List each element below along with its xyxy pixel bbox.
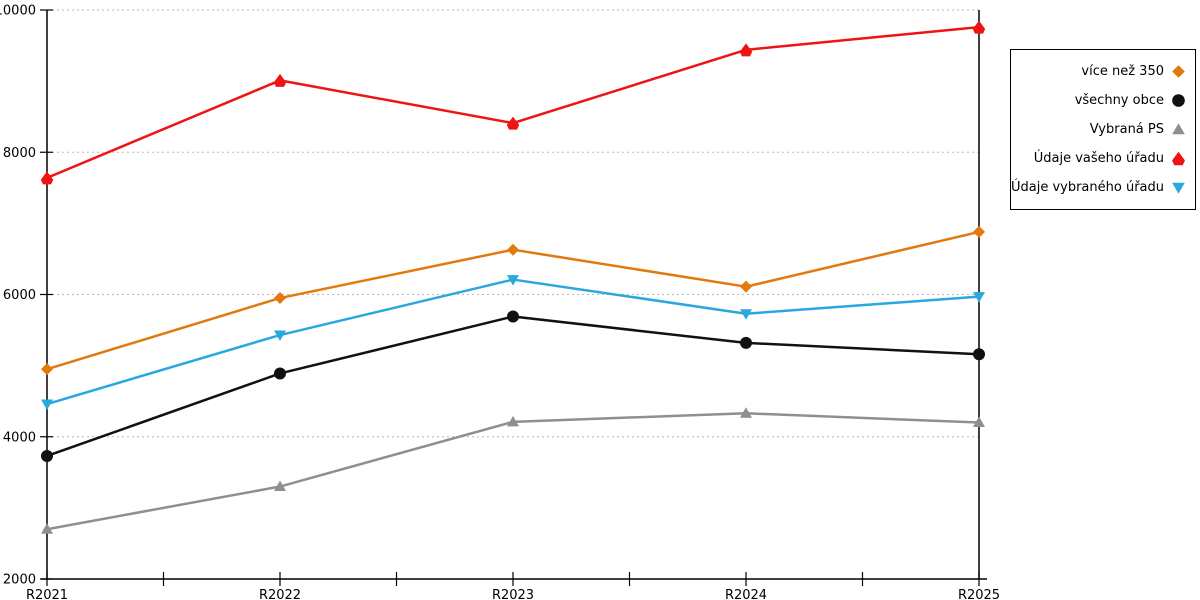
circle-icon <box>1172 94 1185 107</box>
data-point-s2-R2022 <box>274 480 286 492</box>
legend-item-0: více než 350 <box>1017 57 1186 86</box>
data-point-s3-R2025 <box>972 20 986 34</box>
x-tick-label-R2023: R2023 <box>492 588 534 600</box>
legend-marker-3 <box>1172 151 1185 166</box>
diamond-icon <box>1172 65 1185 78</box>
data-point-s3-R2022 <box>273 73 287 87</box>
data-point-s2-R2024 <box>740 407 752 418</box>
y-tick-label-8000: 8000 <box>3 146 36 161</box>
x-tick-label-R2025: R2025 <box>958 588 1000 600</box>
legend-item-4: Údaje vybraného úřadu <box>1011 173 1186 202</box>
data-point-s0-R2025 <box>973 225 985 238</box>
triangle-up-icon <box>1172 123 1185 135</box>
series-line-4 <box>45 278 981 406</box>
legend-label: Údaje vybraného úřadu <box>1010 180 1164 195</box>
series-line-2 <box>45 412 981 531</box>
data-point-s1-R2023 <box>507 310 519 323</box>
data-point-s4-R2023 <box>507 275 519 286</box>
data-point-s3-R2021 <box>40 171 54 185</box>
data-point-s1-R2022 <box>274 367 286 380</box>
data-point-s4-R2024 <box>740 309 752 320</box>
legend-label: všechny obce <box>1074 93 1164 108</box>
x-tick-label-R2024: R2024 <box>725 588 767 600</box>
legend-label: více než 350 <box>1081 64 1164 79</box>
x-tick-label-R2021: R2021 <box>26 588 68 600</box>
data-point-s1-R2024 <box>740 336 752 349</box>
legend-marker-4 <box>1172 182 1185 194</box>
data-point-s4-R2021 <box>41 399 53 411</box>
legend-item-2: Vybraná PS <box>1017 115 1186 144</box>
data-point-s0-R2021 <box>41 363 53 376</box>
legend-label: Vybraná PS <box>1089 122 1164 137</box>
legend-item-3: Údaje vašeho úřadu <box>1017 144 1186 173</box>
series-line-3 <box>45 25 981 180</box>
data-point-s4-R2022 <box>274 330 286 342</box>
x-tick-label-R2022: R2022 <box>259 588 301 600</box>
data-point-s4-R2025 <box>973 292 985 303</box>
legend-marker-1 <box>1172 94 1185 107</box>
data-point-s1-R2021 <box>41 449 53 462</box>
data-point-s1-R2025 <box>973 348 985 361</box>
y-tick-label-10000: 10000 <box>0 4 36 19</box>
data-point-s2-R2025 <box>973 416 985 428</box>
data-point-s2-R2023 <box>507 415 519 427</box>
data-point-s0-R2024 <box>740 280 752 293</box>
legend-label: Údaje vašeho úřadu <box>1033 151 1164 166</box>
triangle-down-icon <box>1172 182 1185 194</box>
data-point-s0-R2023 <box>507 243 519 256</box>
y-tick-label-6000: 6000 <box>3 288 36 303</box>
data-point-s3-R2023 <box>506 116 520 130</box>
legend-marker-2 <box>1172 123 1185 135</box>
legend-marker-0 <box>1172 65 1185 78</box>
legend-item-1: všechny obce <box>1017 86 1186 115</box>
y-tick-label-4000: 4000 <box>3 430 36 445</box>
series-line-1 <box>45 315 981 458</box>
y-tick-label-2000: 2000 <box>3 573 36 588</box>
data-point-s0-R2022 <box>274 292 286 305</box>
data-point-s3-R2024 <box>739 43 753 57</box>
chart-legend: více než 350 všechny obce Vybraná PS Údaje … <box>1010 49 1196 210</box>
data-point-s2-R2021 <box>41 523 53 534</box>
pentagon-up-icon <box>1172 151 1185 166</box>
